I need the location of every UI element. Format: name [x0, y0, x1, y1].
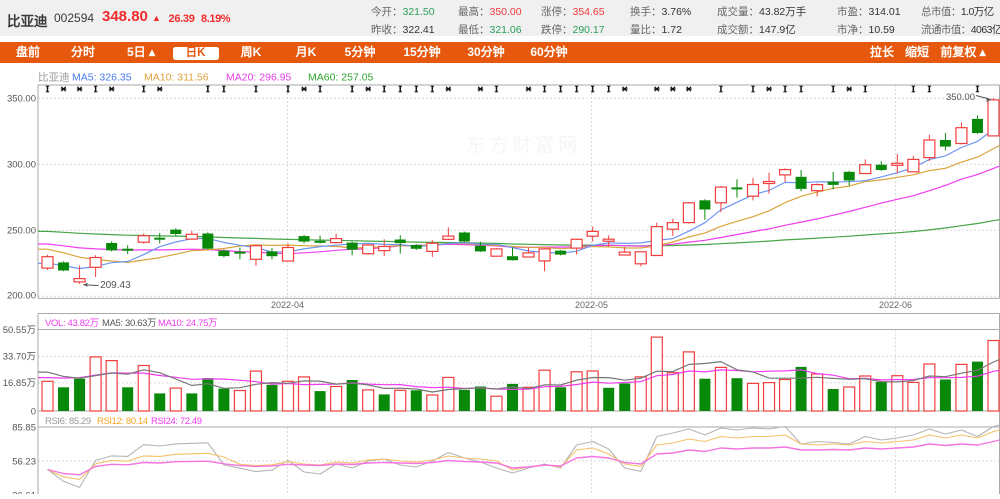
svg-text:MA5: 30.63万: MA5: 30.63万: [102, 318, 156, 329]
svg-text:16.85万: 16.85万: [3, 378, 36, 389]
svg-text:MA10: 311.56: MA10: 311.56: [144, 72, 209, 84]
svg-text:MA20: 296.95: MA20: 296.95: [226, 72, 292, 84]
svg-text:26.61: 26.61: [12, 490, 36, 494]
svg-text:VOL: 43.82万: VOL: 43.82万: [45, 318, 99, 329]
svg-text:RSI6: 85.29: RSI6: 85.29: [45, 416, 91, 427]
svg-text:RSI24: 72.49: RSI24: 72.49: [151, 416, 202, 427]
svg-text:MA60: 257.05: MA60: 257.05: [308, 72, 374, 84]
svg-text:200.00: 200.00: [7, 291, 36, 302]
svg-text:300.00: 300.00: [7, 160, 36, 171]
svg-text:2022-05: 2022-05: [575, 300, 608, 310]
svg-text:85.85: 85.85: [12, 422, 36, 433]
svg-text:2022-06: 2022-06: [879, 300, 912, 310]
svg-text:33.70万: 33.70万: [3, 352, 36, 363]
svg-text:RSI12: 80.14: RSI12: 80.14: [97, 416, 148, 427]
svg-text:250.00: 250.00: [7, 226, 36, 237]
svg-text:350.00: 350.00: [7, 94, 36, 105]
svg-text:50.55万: 50.55万: [3, 325, 36, 336]
svg-text:MA5: 326.35: MA5: 326.35: [72, 72, 132, 84]
svg-text:209.43: 209.43: [100, 280, 131, 291]
svg-text:0: 0: [31, 406, 36, 417]
svg-text:2022-04: 2022-04: [271, 300, 304, 310]
svg-text:MA10: 24.75万: MA10: 24.75万: [158, 318, 217, 329]
svg-text:350.00: 350.00: [946, 92, 975, 103]
svg-text:56.23: 56.23: [12, 456, 36, 467]
svg-text:比亚迪: 比亚迪: [38, 71, 70, 84]
